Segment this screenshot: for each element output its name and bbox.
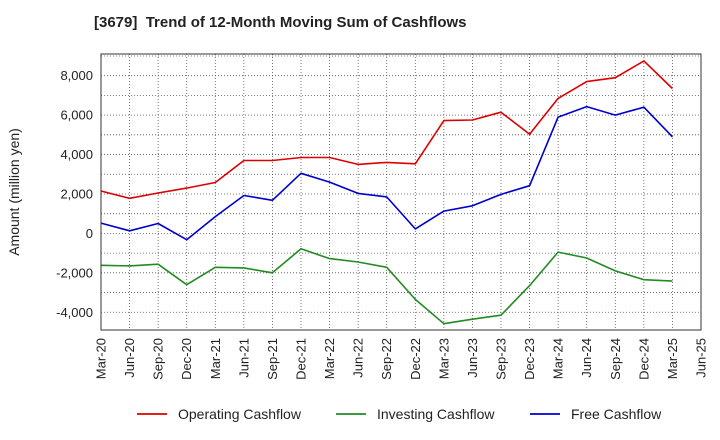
plot-frame — [100, 53, 702, 331]
y-tick-label: -2,000 — [56, 265, 93, 280]
y-axis-label: Amount (million yen) — [6, 128, 22, 256]
x-tick-label: Jun-23 — [465, 338, 480, 378]
legend-label: Investing Cashflow — [377, 406, 495, 422]
x-tick-label: Jun-22 — [351, 338, 366, 378]
x-tick-label: Mar-25 — [665, 338, 680, 379]
y-tick-label: -4,000 — [56, 305, 93, 320]
x-tick-label: Dec-22 — [408, 338, 423, 380]
x-tick-label: Dec-21 — [294, 338, 309, 380]
x-tick-label: Jun-20 — [122, 338, 137, 378]
y-tick-label: 8,000 — [60, 68, 93, 83]
grid — [100, 54, 702, 330]
x-tick-label: Jun-24 — [579, 338, 594, 378]
chart-title: [3679] Trend of 12-Month Moving Sum of C… — [94, 14, 467, 31]
x-tick-label: Sep-20 — [151, 338, 166, 380]
x-tick-label: Mar-23 — [436, 338, 451, 379]
x-tick-label: Sep-22 — [379, 338, 394, 380]
series-line-investing-cashflow — [100, 248, 673, 325]
y-tick-label: 4,000 — [60, 147, 93, 162]
x-tick-label: Dec-20 — [179, 338, 194, 380]
x-tick-label: Sep-24 — [608, 338, 623, 380]
y-tick-labels: -4,000 -2,000 0 2,000 4,000 6,000 8,000 — [56, 68, 93, 320]
x-tick-label: Mar-24 — [551, 338, 566, 379]
x-tick-label: Jun-21 — [236, 338, 251, 378]
y-tick-label: 0 — [86, 226, 93, 241]
x-tick-label: Mar-21 — [208, 338, 223, 379]
x-tick-label: Sep-21 — [265, 338, 280, 380]
x-tick-label: Sep-23 — [494, 338, 509, 380]
x-tick-label: Jun-25 — [694, 338, 709, 378]
y-tick-label: 6,000 — [60, 108, 93, 123]
x-tick-labels: Mar-20 Jun-20 Sep-20 Dec-20 Mar-21 Jun-21 Sep-… — [94, 338, 709, 380]
x-tick-label: Dec-23 — [522, 338, 537, 380]
y-tick-label: 2,000 — [60, 186, 93, 201]
x-tick-label: Dec-24 — [636, 338, 651, 380]
series-lines — [100, 60, 673, 325]
series-line-operating-cashflow — [100, 60, 673, 200]
legend: Operating Cashflow Investing Cashflow Free… — [137, 406, 662, 422]
legend-label: Free Cashflow — [571, 406, 662, 422]
x-tick-label: Mar-20 — [94, 338, 109, 379]
series-line-free-cashflow — [100, 105, 673, 241]
legend-label: Operating Cashflow — [178, 406, 302, 422]
x-tick-label: Mar-22 — [322, 338, 337, 379]
